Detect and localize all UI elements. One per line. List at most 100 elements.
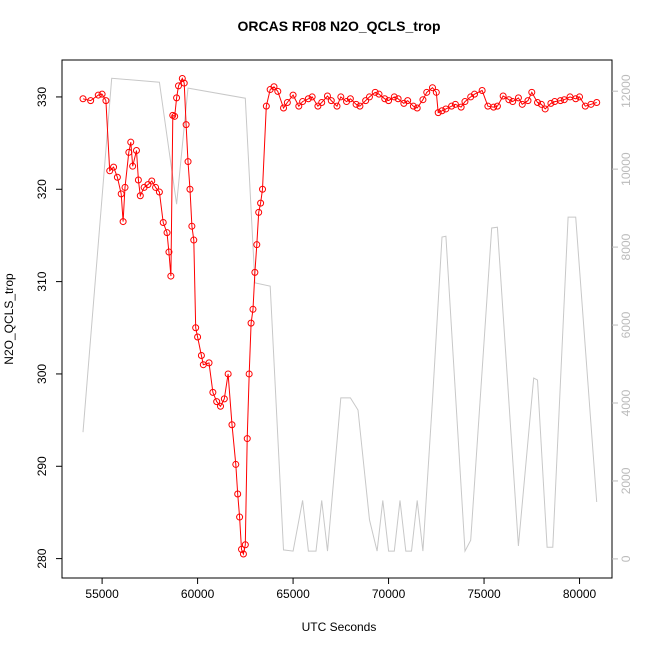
- data-point: [243, 435, 251, 443]
- data-point: [534, 98, 542, 106]
- data-point: [238, 545, 246, 553]
- data-point: [283, 98, 291, 106]
- data-point: [182, 121, 190, 129]
- data-point: [493, 102, 501, 110]
- x-tick-label: 55000: [85, 587, 119, 601]
- data-point: [518, 100, 526, 108]
- data-point: [106, 167, 114, 175]
- x-axis-label: UTC Seconds: [302, 620, 377, 634]
- series-line: [82, 77, 597, 556]
- data-point: [253, 241, 261, 249]
- data-point: [556, 97, 564, 105]
- data-point: [167, 272, 175, 280]
- data-point: [94, 91, 102, 99]
- data-point: [514, 94, 522, 102]
- data-point: [524, 97, 532, 105]
- data-point: [110, 163, 118, 171]
- data-point: [163, 229, 171, 237]
- data-point: [572, 95, 580, 103]
- data-point: [129, 162, 137, 170]
- data-point: [125, 148, 133, 156]
- data-point: [308, 93, 316, 101]
- data-point: [547, 99, 555, 107]
- data-point: [448, 102, 456, 110]
- series-line: [82, 77, 598, 553]
- data-point: [299, 98, 307, 106]
- data-point: [280, 104, 288, 112]
- data-point: [136, 192, 144, 200]
- data-point: [423, 88, 431, 96]
- data-point: [461, 98, 469, 106]
- data-point: [247, 319, 255, 327]
- data-point: [434, 109, 442, 117]
- data-point: [173, 94, 181, 102]
- data-point: [428, 84, 436, 92]
- data-point: [251, 268, 259, 276]
- data-point: [224, 370, 232, 378]
- data-point: [318, 98, 326, 106]
- data-point: [333, 102, 341, 110]
- y2-tick-label: 4000: [619, 389, 633, 416]
- data-point: [121, 183, 129, 191]
- data-point: [385, 97, 393, 105]
- data-point: [390, 93, 398, 101]
- data-point: [194, 333, 202, 341]
- data-point: [228, 421, 236, 429]
- data-point: [87, 97, 95, 105]
- data-point: [239, 550, 247, 558]
- y-axis-label: N2O_QCLS_trop: [2, 273, 16, 365]
- y2-tick-label: 8000: [619, 233, 633, 260]
- data-point: [505, 96, 513, 104]
- data-point: [184, 158, 192, 166]
- data-point: [171, 112, 179, 120]
- x-tick-label: 70000: [372, 587, 406, 601]
- y-tick-label: 330: [35, 87, 49, 107]
- y2-tick-label: 12000: [619, 74, 633, 108]
- data-point: [362, 97, 370, 105]
- data-point: [245, 370, 253, 378]
- x-tick-label: 75000: [467, 587, 501, 601]
- data-point: [478, 86, 486, 94]
- data-point: [541, 105, 549, 113]
- y2-tick-label: 6000: [619, 311, 633, 338]
- data-point: [155, 188, 163, 196]
- data-point: [499, 92, 507, 100]
- data-point: [232, 460, 240, 468]
- data-point: [234, 490, 242, 498]
- data-point: [148, 177, 156, 185]
- data-point: [442, 105, 450, 113]
- data-point: [352, 100, 360, 108]
- data-point: [134, 176, 142, 184]
- data-point: [419, 96, 427, 104]
- data-point: [356, 102, 364, 110]
- data-point: [451, 100, 459, 108]
- data-point: [255, 208, 263, 216]
- data-point: [174, 82, 182, 90]
- data-point: [576, 93, 584, 101]
- data-point: [236, 513, 244, 521]
- data-point: [180, 79, 188, 87]
- data-point: [289, 91, 297, 99]
- data-point: [490, 103, 498, 111]
- chart-title: ORCAS RF08 N2O_QCLS_trop: [237, 18, 440, 34]
- data-point: [509, 98, 517, 106]
- data-point: [127, 138, 135, 146]
- y-tick-label: 310: [35, 271, 49, 291]
- data-point: [205, 359, 213, 367]
- data-point: [295, 102, 303, 110]
- data-point: [159, 219, 167, 227]
- data-point: [394, 95, 402, 103]
- data-point: [241, 541, 249, 549]
- data-point: [259, 185, 267, 193]
- data-point: [117, 190, 125, 198]
- data-point: [346, 95, 354, 103]
- data-point: [371, 88, 379, 96]
- data-point: [457, 103, 465, 111]
- y2-tick-label: 0: [619, 555, 633, 562]
- data-point: [262, 102, 270, 110]
- y2-tick-label: 10000: [619, 152, 633, 186]
- data-point: [593, 98, 601, 106]
- data-point: [217, 402, 225, 410]
- data-point: [188, 222, 196, 230]
